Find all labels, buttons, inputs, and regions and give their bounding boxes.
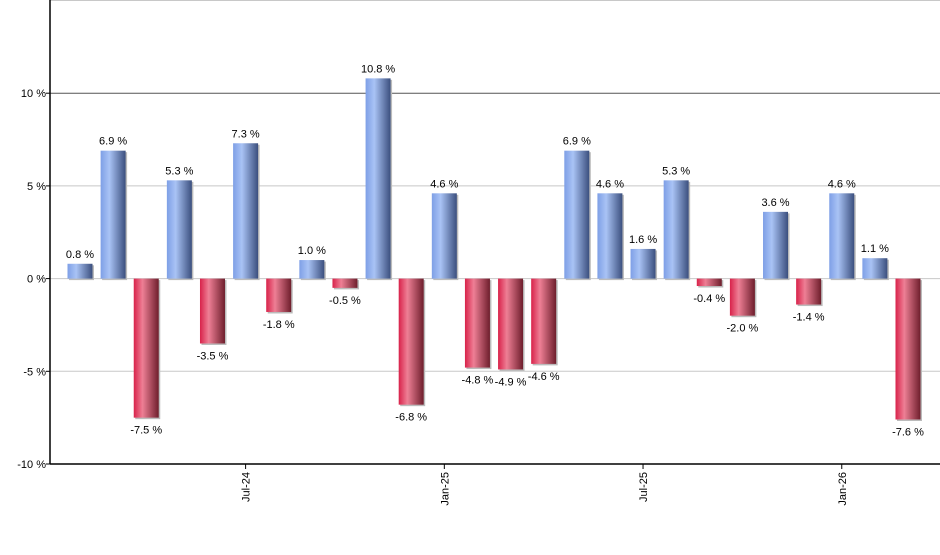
bar-Aug-24 — [266, 278, 292, 312]
data-label: -0.4 % — [693, 293, 725, 305]
data-label: -0.5 % — [329, 295, 361, 307]
data-label: 4.6 % — [596, 178, 624, 190]
bar-Feb-25 — [464, 278, 490, 368]
bar-May-25 — [564, 150, 590, 279]
y-tick-label: -5 % — [23, 366, 46, 378]
bar-Jun-24 — [199, 278, 225, 344]
data-label: -7.5 % — [130, 425, 162, 437]
bar-Feb-26 — [862, 258, 888, 279]
x-tick-label: Jan-26 — [837, 472, 849, 506]
data-label: 1.6 % — [629, 234, 657, 246]
x-tick-label: Jan-25 — [439, 472, 451, 506]
bar-Oct-24 — [332, 278, 358, 288]
data-label: 4.6 % — [430, 178, 458, 190]
y-tick-label: -10 % — [17, 459, 46, 471]
bar-Sep-25 — [696, 278, 722, 287]
bar-Aug-25 — [663, 180, 689, 279]
bar-Dec-24 — [398, 278, 424, 405]
data-label: -1.4 % — [793, 312, 825, 324]
data-label: -3.5 % — [197, 350, 229, 362]
x-tick-label: Jul-25 — [638, 472, 650, 502]
data-label: 4.6 % — [828, 178, 856, 190]
y-tick-label: 10 % — [21, 88, 46, 100]
data-label: -7.6 % — [892, 427, 924, 439]
bar-Jan-25 — [431, 193, 457, 279]
bar-Mar-24 — [100, 150, 126, 279]
bar-Nov-24 — [365, 78, 391, 279]
bar-Jan-26 — [829, 193, 855, 279]
data-label: 6.9 % — [563, 136, 591, 148]
data-label: -4.8 % — [462, 375, 494, 387]
bar-Dec-25 — [796, 278, 822, 305]
bar-Mar-26 — [895, 278, 921, 420]
bar-Mar-25 — [498, 278, 524, 370]
data-label: 5.3 % — [165, 165, 193, 177]
data-label: 3.6 % — [761, 197, 789, 209]
data-label: -4.6 % — [528, 371, 560, 383]
bar-Sep-24 — [299, 260, 325, 279]
data-label: 1.1 % — [861, 243, 889, 255]
data-label: -1.8 % — [263, 319, 295, 331]
data-label: -4.9 % — [495, 376, 527, 388]
data-label: -6.8 % — [395, 412, 427, 424]
bar-Nov-25 — [763, 211, 789, 279]
bar-Oct-25 — [729, 278, 755, 316]
data-label: 1.0 % — [298, 245, 326, 257]
data-label: 0.8 % — [66, 249, 94, 261]
y-tick-label: 0 % — [27, 274, 46, 286]
x-tick-label: Jul-24 — [241, 472, 253, 502]
bar-Apr-25 — [531, 278, 557, 364]
bar-May-24 — [166, 180, 192, 279]
data-label: -2.0 % — [727, 323, 759, 335]
data-label: 5.3 % — [662, 165, 690, 177]
bar-Apr-24 — [133, 278, 159, 418]
data-label: 6.9 % — [99, 136, 127, 148]
bar-Feb-24 — [67, 263, 93, 279]
data-label: 10.8 % — [361, 63, 395, 75]
bar-Jul-24 — [233, 143, 259, 279]
y-tick-label: 5 % — [27, 181, 46, 193]
bar-Jul-25 — [630, 248, 656, 279]
bar-Jun-25 — [597, 193, 623, 279]
data-label: 7.3 % — [232, 128, 260, 140]
